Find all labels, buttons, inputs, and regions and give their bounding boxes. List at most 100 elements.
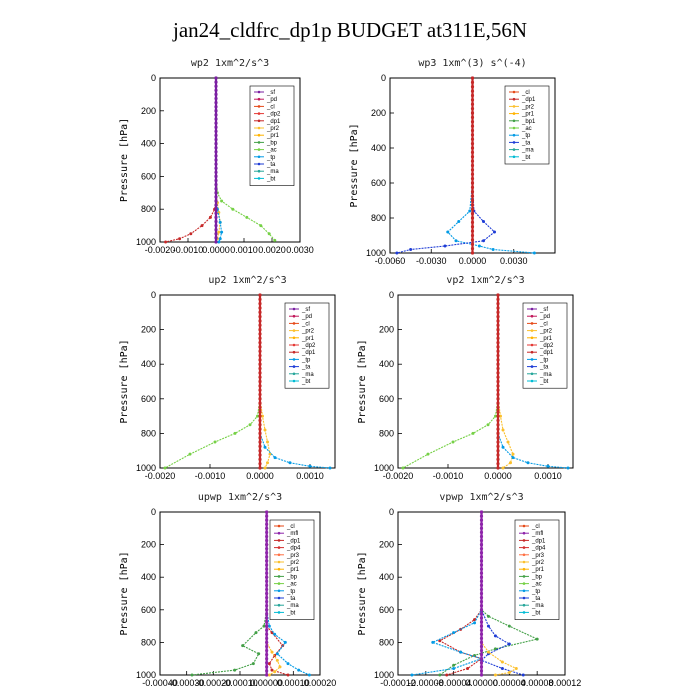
zero-profile-point bbox=[258, 405, 262, 410]
zero-profile-point bbox=[470, 185, 475, 189]
x-tick-label: -0.0030 bbox=[416, 256, 447, 266]
series-line bbox=[480, 512, 518, 676]
zero-profile-point bbox=[258, 436, 262, 440]
zero-profile-point bbox=[258, 340, 262, 345]
zero-profile-point bbox=[470, 111, 475, 115]
zero-profile-point bbox=[214, 178, 218, 183]
y-tick-label: 1000 bbox=[374, 463, 394, 473]
zero-profile-point bbox=[258, 358, 262, 362]
series-point bbox=[443, 244, 447, 248]
zero-profile-point bbox=[265, 547, 269, 551]
series-point bbox=[486, 624, 490, 628]
series-line bbox=[396, 78, 496, 254]
series-point bbox=[486, 423, 490, 427]
zero-profile-point bbox=[470, 233, 475, 238]
zero-profile-point bbox=[470, 102, 475, 106]
zero-profile-point bbox=[258, 323, 262, 327]
legend-marker bbox=[292, 329, 296, 332]
zero-profile-point bbox=[258, 431, 262, 435]
series-point bbox=[546, 464, 550, 468]
zero-profile-point bbox=[470, 137, 475, 141]
legend-box bbox=[514, 519, 560, 620]
y-tick-label: 800 bbox=[379, 428, 394, 438]
legend-label: _sf bbox=[301, 307, 310, 313]
zero-profile-point bbox=[479, 559, 484, 563]
zero-profile-point bbox=[214, 232, 218, 236]
x-tick-label: -0.00008 bbox=[408, 678, 444, 688]
series-point bbox=[452, 663, 456, 667]
series-point bbox=[288, 461, 292, 465]
zero-profile-point bbox=[479, 522, 484, 526]
zero-profile-point bbox=[265, 595, 269, 600]
plot-frame bbox=[159, 77, 301, 243]
series-point bbox=[328, 466, 332, 470]
legend-marker bbox=[257, 119, 261, 123]
zero-profile-point bbox=[265, 648, 269, 653]
legend-label: _dp1 bbox=[539, 350, 554, 356]
legend-label: _tp bbox=[301, 357, 311, 363]
zero-profile-point bbox=[496, 371, 500, 375]
zero-profile-point bbox=[258, 392, 262, 397]
zero-profile-point bbox=[258, 384, 262, 388]
series-point bbox=[507, 624, 511, 628]
legend: _sf_pd_cl _dp2_dp1_pr2_pr1_bp _ac_tp_ta_ma… bbox=[249, 85, 295, 186]
panel-4: vp2 1xm^2/s^3 Pressure [hPa] 0 200 400 600 800… bbox=[357, 275, 574, 481]
zero-profile-point bbox=[214, 199, 218, 203]
legend-marker bbox=[257, 112, 261, 115]
series-point bbox=[200, 224, 204, 228]
series-point bbox=[218, 237, 222, 241]
zero-profile-point bbox=[265, 551, 269, 555]
zero-profile-point bbox=[470, 190, 475, 194]
series-point bbox=[438, 673, 442, 677]
legend-marker bbox=[292, 343, 296, 347]
zero-profile-point bbox=[258, 319, 262, 323]
legend: _sf_pd_cl _pr2_pr1_dp2_dp1_tp _ta_ma_bt bbox=[284, 302, 330, 389]
zero-profile-point bbox=[258, 362, 262, 366]
x-tick-label: 0.0020 bbox=[258, 245, 286, 255]
legend-label: _bt bbox=[266, 176, 276, 182]
zero-profile-point bbox=[258, 444, 262, 448]
panel-6: vpwp 1xm^2/s^3 Pressure [hPa] 0 200 400 600 80… bbox=[357, 492, 581, 688]
zero-profile-point bbox=[258, 345, 262, 349]
x-tick-label: -0.0010 bbox=[173, 245, 204, 255]
zero-profile-point bbox=[258, 388, 262, 392]
legend-label: _cl bbox=[521, 90, 530, 96]
series-point bbox=[233, 431, 237, 435]
series-point bbox=[257, 652, 261, 656]
legend-label: _bt bbox=[521, 155, 531, 161]
legend-label: _tp bbox=[266, 155, 276, 161]
zero-profile-point bbox=[214, 158, 218, 162]
series-point bbox=[514, 666, 518, 670]
series-point bbox=[308, 464, 312, 468]
series-point bbox=[231, 207, 235, 211]
zero-profile-point bbox=[479, 583, 484, 587]
zero-profile-point bbox=[214, 109, 218, 113]
legend-label: _cl bbox=[531, 524, 540, 530]
legend-label: _bt bbox=[301, 379, 311, 385]
y-tick-label: 200 bbox=[141, 540, 156, 550]
legend-label: _bp bbox=[266, 140, 278, 146]
zero-profile-point bbox=[214, 105, 218, 109]
y-tick-label: 400 bbox=[141, 359, 156, 369]
zero-profile-point bbox=[265, 587, 269, 592]
zero-profile-point bbox=[265, 673, 269, 677]
legend: _cl_dp1_pr2 _pr1_bp1_ac_tp_ta _ma_bt bbox=[504, 85, 550, 165]
zero-profile-point bbox=[214, 236, 218, 240]
series-point bbox=[163, 466, 167, 470]
zero-profile-point bbox=[258, 310, 262, 314]
legend-marker bbox=[292, 307, 296, 311]
zero-profile-point bbox=[214, 117, 218, 121]
legend-label: _pr1 bbox=[286, 567, 300, 573]
legend-label: _ta bbox=[531, 596, 541, 602]
zero-profile-point bbox=[496, 453, 500, 457]
zero-profile-point bbox=[479, 518, 484, 522]
series-point bbox=[241, 644, 245, 648]
zero-profile-point bbox=[265, 538, 269, 543]
zero-profile-point bbox=[479, 587, 484, 592]
zero-profile-point bbox=[479, 591, 484, 596]
legend-marker bbox=[277, 560, 281, 564]
zero-profile-point bbox=[470, 225, 475, 229]
panel-title: wp2 1xm^2/s^3 bbox=[191, 58, 269, 69]
series-point bbox=[273, 456, 277, 460]
legend-marker bbox=[530, 336, 534, 340]
